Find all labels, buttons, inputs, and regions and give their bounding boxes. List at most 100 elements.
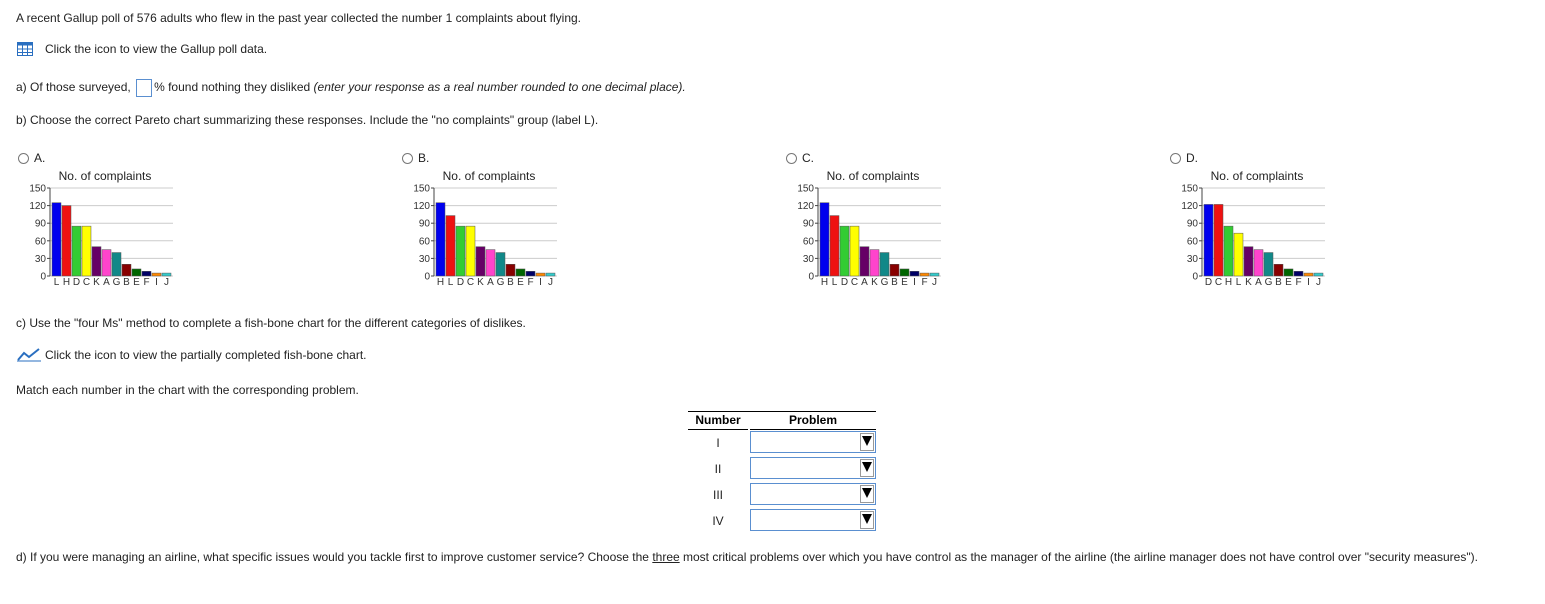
match-prompt: Match each number in the chart with the … xyxy=(16,383,359,397)
x-tick-label: H xyxy=(63,277,70,288)
option-label: B. xyxy=(402,151,577,165)
fishbone-link[interactable]: Click the icon to view the partially com… xyxy=(45,348,367,362)
bar xyxy=(899,268,910,277)
bar xyxy=(111,252,122,277)
x-tick-label: I xyxy=(1307,277,1310,288)
y-tick-label: 0 xyxy=(1192,272,1198,283)
bar xyxy=(445,215,456,277)
problem-dropdown[interactable] xyxy=(750,483,876,505)
bar xyxy=(859,246,870,277)
part-a-text: % found nothing they disliked xyxy=(154,80,311,95)
bar xyxy=(1313,272,1324,277)
x-tick-label: E xyxy=(901,277,908,288)
y-tick-label: 60 xyxy=(419,236,431,247)
option-letter: D. xyxy=(1186,151,1198,165)
data-icon[interactable] xyxy=(17,42,33,56)
bar xyxy=(1223,225,1234,277)
dropdown-arrow xyxy=(862,436,872,446)
bar xyxy=(919,272,930,277)
x-tick-label: D xyxy=(1205,277,1212,288)
bar xyxy=(889,264,900,277)
radio-button[interactable] xyxy=(402,153,413,165)
bar xyxy=(1243,246,1254,277)
bar xyxy=(1263,252,1274,277)
y-tick-label: 120 xyxy=(1181,201,1198,212)
bar xyxy=(869,249,880,277)
problem-dropdown[interactable] xyxy=(750,431,876,453)
bar xyxy=(525,271,536,277)
bar xyxy=(495,252,506,277)
x-tick-label: J xyxy=(1316,277,1321,288)
part-a: a) Of those surveyed, % found nothing th… xyxy=(16,79,686,97)
x-tick-label: K xyxy=(871,277,878,288)
option-letter: C. xyxy=(802,151,814,165)
part-c: c) Use the "four Ms" method to complete … xyxy=(16,316,526,330)
pareto-chart: 0 30 60 90 120 150 No. of complaints H L D C K A G B E F… xyxy=(413,169,557,288)
y-tick-label: 60 xyxy=(35,236,47,247)
bar xyxy=(545,272,556,277)
x-tick-label: I xyxy=(155,277,158,288)
bar xyxy=(435,202,446,277)
x-tick-label: L xyxy=(1236,277,1242,288)
part-d-text: d) If you were managing an airline, what… xyxy=(16,550,649,564)
problem-dropdown[interactable] xyxy=(750,457,876,479)
part-a-hint: (enter your response as a real number ro… xyxy=(313,80,686,95)
y-tick-label: 90 xyxy=(803,219,815,230)
part-a-text: a) Of those surveyed, xyxy=(16,80,131,95)
bar xyxy=(1203,204,1214,277)
y-tick-label: 90 xyxy=(419,219,431,230)
option[interactable]: D. 0 30 60 90 120 150 No. of complaints D C H L K A G B… xyxy=(1168,151,1343,291)
x-tick-label: I xyxy=(539,277,542,288)
pareto-chart: 0 30 60 90 120 150 No. of complaints D C H L K A G B E F… xyxy=(1181,169,1325,288)
x-tick-label: D xyxy=(457,277,464,288)
chart-icon[interactable] xyxy=(17,347,41,362)
x-tick-label: H xyxy=(1225,277,1232,288)
bar xyxy=(515,268,526,277)
bar xyxy=(1273,264,1284,277)
x-tick-label: A xyxy=(861,277,868,288)
x-tick-label: C xyxy=(83,277,90,288)
x-tick-label: F xyxy=(1295,277,1301,288)
y-tick-label: 60 xyxy=(1187,236,1199,247)
y-tick-label: 120 xyxy=(797,201,814,212)
bar xyxy=(1303,272,1314,277)
x-tick-label: D xyxy=(841,277,848,288)
radio-button[interactable] xyxy=(18,153,29,165)
bar xyxy=(485,249,496,277)
x-tick-label: F xyxy=(527,277,533,288)
radio-button[interactable] xyxy=(786,153,797,165)
bar xyxy=(535,272,546,277)
y-tick-label: 150 xyxy=(1181,184,1198,195)
bar xyxy=(819,202,830,277)
option-letter: B. xyxy=(418,151,430,165)
bar xyxy=(1233,232,1244,277)
y-tick-label: 150 xyxy=(29,184,46,195)
bar xyxy=(839,225,850,277)
x-tick-label: A xyxy=(1255,277,1262,288)
x-tick-label: K xyxy=(1245,277,1252,288)
radio-button[interactable] xyxy=(1170,153,1181,165)
answer-input[interactable] xyxy=(136,79,153,97)
x-tick-label: I xyxy=(913,277,916,288)
option[interactable]: A. 0 30 60 90 120 150 No. of complaints L H D C K A G B… xyxy=(16,151,191,291)
x-tick-label: H xyxy=(437,277,444,288)
data-link[interactable]: Click the icon to view the Gallup poll d… xyxy=(45,42,268,56)
y-tick-label: 0 xyxy=(424,272,430,283)
bar xyxy=(909,271,920,277)
option[interactable]: B. 0 30 60 90 120 150 No. of complaints H L D C K A G B… xyxy=(400,151,575,291)
x-tick-label: A xyxy=(487,277,494,288)
row-number: IV xyxy=(712,514,724,528)
pareto-chart: 0 30 60 90 120 150 No. of complaints H L D C A K G B E I… xyxy=(797,169,941,288)
option[interactable]: C. 0 30 60 90 120 150 No. of complaints H L D C A K G B… xyxy=(784,151,959,291)
x-tick-label: E xyxy=(1285,277,1292,288)
problem-dropdown[interactable] xyxy=(750,509,876,531)
x-tick-label: L xyxy=(448,277,454,288)
x-tick-label: J xyxy=(932,277,937,288)
bar xyxy=(829,215,840,277)
bar xyxy=(1283,268,1294,277)
x-tick-label: C xyxy=(467,277,474,288)
x-tick-label: K xyxy=(477,277,484,288)
chart-title: No. of complaints xyxy=(443,169,536,183)
chart-title: No. of complaints xyxy=(59,169,152,183)
x-tick-label: B xyxy=(1275,277,1282,288)
